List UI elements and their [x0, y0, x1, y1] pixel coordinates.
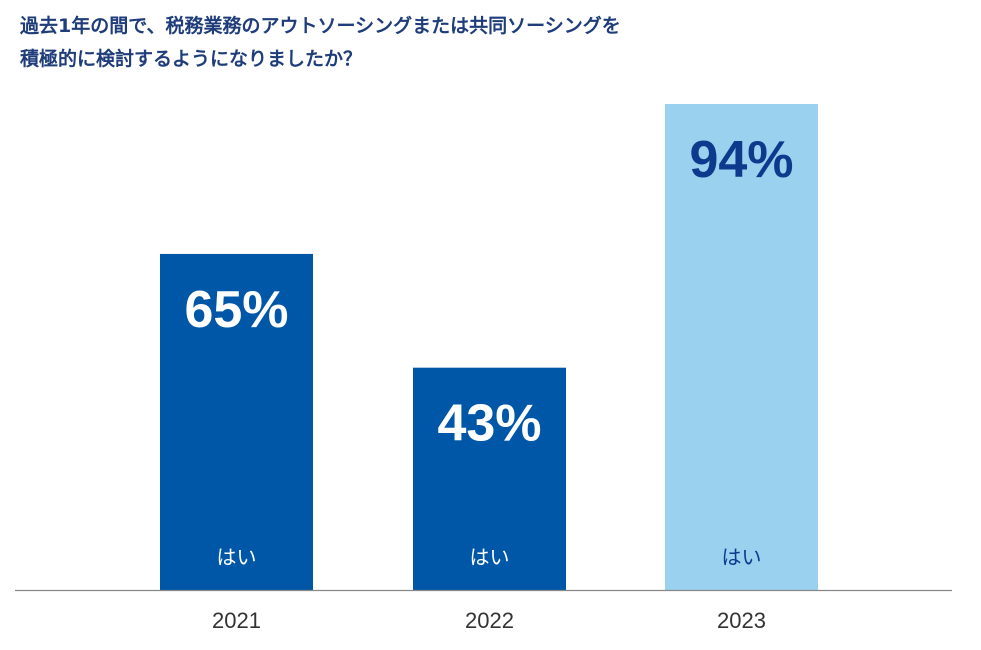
x-tick-label-2023: 2023 [717, 608, 766, 633]
value-label-2023: 94% [689, 131, 793, 189]
chart-title-line-2: 積極的に検討するようになりましたか？ [20, 48, 363, 70]
value-label-2021: 65% [184, 281, 288, 339]
bar-2022 [413, 367, 566, 590]
bar-label-2022: はい [470, 545, 510, 569]
bar-label-2021: はい [217, 545, 257, 569]
value-label-2022: 43% [437, 395, 541, 453]
bar-2023 [665, 104, 818, 590]
chart-title-line-1: 過去1年の間で、税務業務のアウトソーシングまたは共同ソーシングを [20, 15, 621, 37]
x-tick-label-2021: 2021 [212, 608, 261, 633]
bar-label-2023: はい [722, 545, 762, 569]
bar-2021 [160, 253, 313, 591]
x-tick-label-2022: 2022 [465, 608, 514, 633]
chart-title: 過去1年の間で、税務業務のアウトソーシングまたは共同ソーシングを 積極的に検討す… [20, 10, 920, 76]
